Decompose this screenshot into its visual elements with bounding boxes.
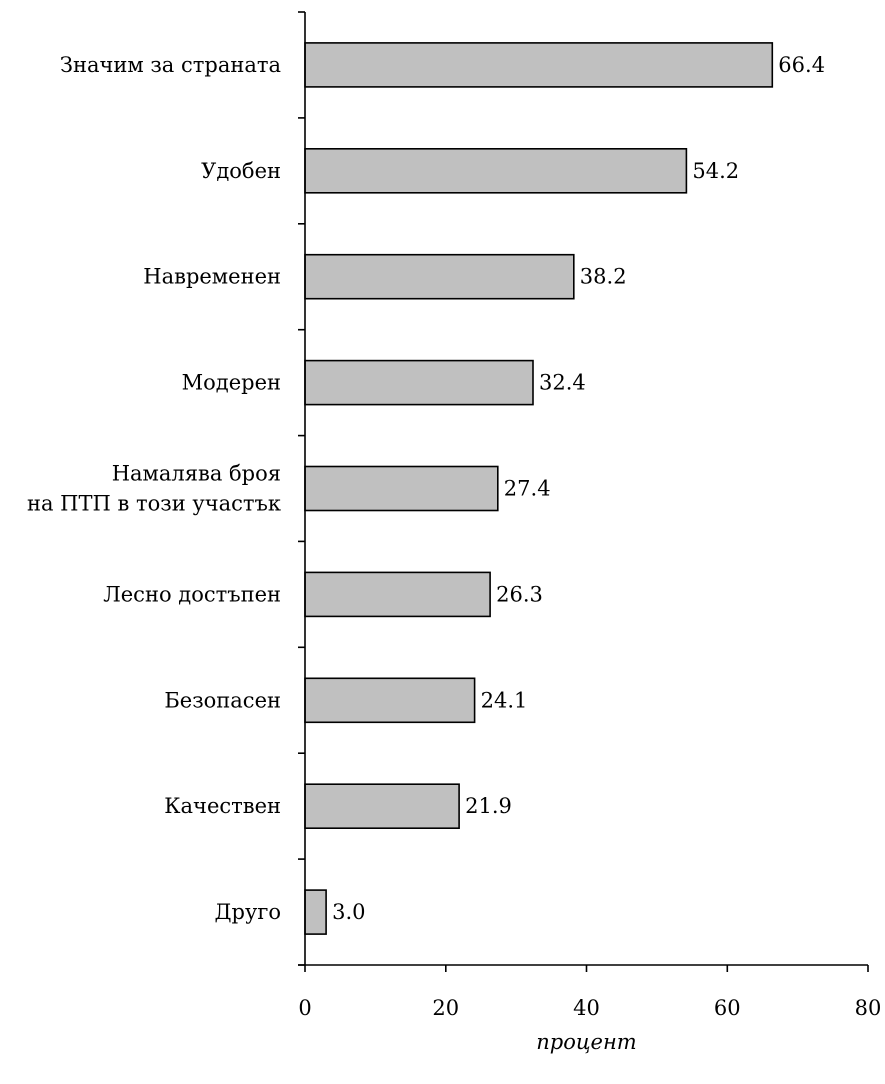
bar — [304, 677, 476, 724]
bar — [304, 253, 575, 300]
category-label: Друго — [214, 900, 281, 924]
category-label: Значим за страната — [60, 53, 281, 77]
bar-value-label: 26.3 — [496, 582, 543, 606]
bar — [304, 783, 460, 830]
bar-value-label: 24.1 — [481, 688, 528, 712]
bar — [304, 889, 327, 935]
category-label: Удобен — [201, 159, 281, 183]
bar — [304, 359, 534, 406]
bar-value-label: 27.4 — [504, 477, 551, 501]
bars-layer: 66.4 Значим за страната 54.2 Удобен 38.2 Навр… — [27, 42, 825, 935]
category-label: Навременен — [143, 265, 281, 289]
bar-value-label: 3.0 — [332, 900, 365, 924]
axes-layer: 0 20 40 60 80 — [298, 11, 882, 1020]
x-tick-label: 40 — [573, 996, 600, 1020]
category-label: Безопасен — [164, 688, 281, 712]
bar-value-label: 38.2 — [580, 265, 627, 289]
category-label: Качествен — [164, 794, 281, 818]
x-axis-title: процент — [536, 1030, 636, 1054]
category-label: Лесно достъпен — [103, 582, 281, 606]
bar — [304, 148, 688, 194]
bar — [304, 571, 491, 618]
bar-value-label: 32.4 — [539, 371, 586, 395]
bar — [304, 465, 499, 512]
x-tick-label: 20 — [432, 996, 459, 1020]
x-tick-label: 80 — [855, 996, 882, 1020]
category-label: Намалява броя на ПТП в този участък — [27, 462, 281, 516]
x-tick-label: 60 — [714, 996, 741, 1020]
category-label: Модерен — [182, 371, 281, 395]
bar — [304, 42, 774, 88]
bar-value-label: 54.2 — [692, 159, 739, 183]
bar-value-label: 66.4 — [778, 53, 825, 77]
x-tick-label: 0 — [298, 996, 311, 1020]
bar-value-label: 21.9 — [465, 794, 512, 818]
